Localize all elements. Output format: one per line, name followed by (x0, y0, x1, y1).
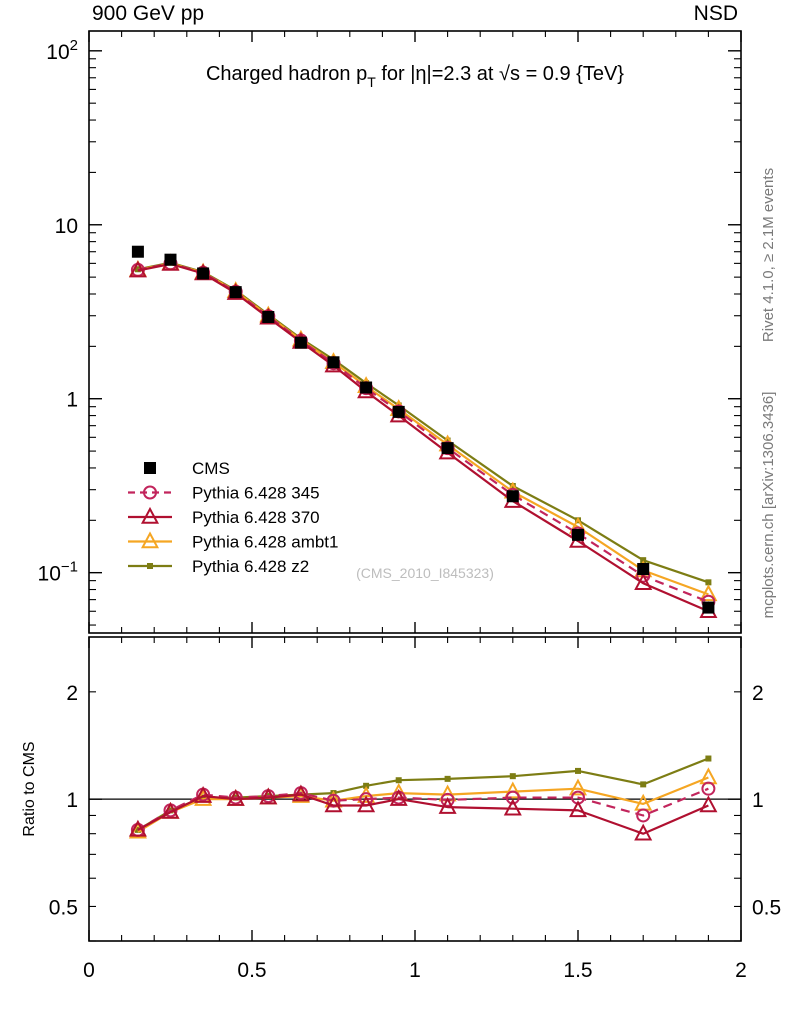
data-marker-main (229, 286, 242, 299)
dataset-watermark: (CMS_2010_I845323) (356, 565, 494, 581)
data-marker-main (702, 601, 715, 614)
legend-label-0: CMS (192, 459, 230, 478)
data-marker-ratio (568, 800, 588, 818)
data-marker-main (294, 336, 307, 349)
data-marker-ratio (194, 785, 213, 803)
data-marker-ratio (636, 808, 651, 823)
data-marker-legend (147, 563, 153, 569)
side-label-mcplots: mcplots.cern.ch [arXiv:1306.3436] (760, 392, 777, 619)
data-marker-legend (143, 485, 157, 500)
data-marker-ratio (161, 801, 180, 819)
data-marker-ratio (438, 796, 457, 814)
data-marker-ratio (503, 798, 522, 816)
legend-label-3: Pythia 6.428 ambt1 (192, 533, 338, 552)
ratio-y-tick-label-right: 0.5 (752, 896, 781, 919)
data-marker-ratio (440, 792, 455, 807)
side-label-rivet: Rivet 4.1.0, ≥ 2.1M events (760, 168, 777, 342)
data-marker-main (572, 528, 584, 541)
data-marker-ratio (509, 773, 516, 780)
x-tick-label: 2 (735, 959, 747, 982)
x-tick-label: 1 (409, 959, 421, 982)
ratio-y-tick-label: 0.5 (49, 896, 78, 919)
data-marker-main (444, 437, 451, 444)
ratio-y-tick-label-right: 1 (752, 789, 764, 812)
data-marker-main (699, 584, 718, 602)
y-tick-label: 10−1 (38, 559, 78, 586)
ratio-y-tick-label: 2 (66, 682, 78, 705)
data-marker-main (509, 482, 516, 489)
plot-title: Charged hadron pT for |η|=2.3 at √s = 0.… (206, 63, 624, 90)
data-marker-main (131, 245, 144, 258)
data-marker-ratio (444, 775, 451, 782)
data-marker-ratio (395, 777, 402, 784)
data-marker-main (640, 557, 647, 564)
data-marker-ratio (363, 782, 370, 789)
data-marker-ratio (226, 789, 245, 806)
data-marker-main (392, 405, 405, 418)
data-marker-legend (140, 506, 160, 524)
ratio-axis-title: Ratio to CMS (21, 741, 38, 836)
legend-label-4: Pythia 6.428 z2 (192, 557, 309, 576)
data-marker-main (441, 442, 454, 455)
x-tick-label: 1.5 (563, 959, 592, 982)
main-line-pythia-6-428-345 (137, 262, 709, 603)
ratio-line-pythia-6-428-370 (137, 793, 709, 835)
main-panel-frame (88, 30, 742, 634)
data-marker-ratio (259, 787, 278, 805)
y-tick-label: 10 (55, 215, 78, 238)
data-marker-ratio (389, 789, 408, 806)
data-marker-ratio (505, 790, 520, 805)
legend-label-2: Pythia 6.428 370 (192, 508, 320, 527)
x-tick-label: 0.5 (237, 959, 266, 982)
data-marker-main (634, 573, 653, 590)
data-marker-ratio (701, 781, 716, 796)
data-marker-main (360, 381, 373, 394)
data-marker-ratio (503, 781, 522, 799)
legend-label-1: Pythia 6.428 345 (192, 484, 320, 503)
data-marker-ratio (324, 795, 343, 813)
ratio-y-tick-label-right: 2 (752, 682, 764, 705)
data-marker-main (327, 356, 340, 369)
ratio-line-pythia-6-428-ambt1 (137, 776, 709, 833)
data-marker-ratio (357, 795, 376, 813)
data-marker-ratio (200, 794, 207, 801)
data-marker-ratio (705, 755, 712, 762)
y-tick-label: 1 (66, 389, 78, 412)
data-marker-main (637, 562, 650, 575)
data-marker-ratio (291, 784, 310, 802)
data-marker-ratio (326, 793, 341, 808)
x-tick-label: 0 (83, 959, 95, 982)
data-marker-legend (144, 462, 156, 474)
y-tick-label: 102 (46, 37, 78, 64)
data-marker-main (262, 310, 275, 323)
data-marker-ratio (699, 767, 718, 785)
data-marker-main (197, 267, 210, 280)
ratio-panel-frame (88, 636, 742, 942)
data-marker-ratio (128, 819, 147, 837)
data-marker-main (705, 579, 712, 586)
data-marker-legend (140, 531, 160, 549)
data-marker-main (164, 253, 177, 266)
data-marker-ratio (699, 795, 718, 813)
data-marker-ratio (634, 823, 653, 841)
ratio-y-tick-label: 1 (66, 789, 78, 812)
data-marker-ratio (575, 767, 581, 774)
data-marker-ratio (640, 781, 647, 788)
data-marker-ratio (568, 778, 588, 796)
data-marker-main (506, 490, 519, 503)
data-marker-main (128, 260, 147, 278)
